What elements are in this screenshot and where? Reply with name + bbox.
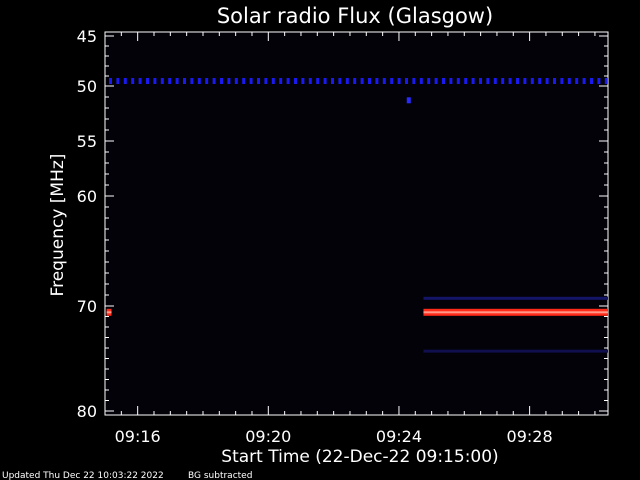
band-dot xyxy=(168,78,172,84)
band-dot xyxy=(493,78,497,84)
band-dot xyxy=(153,78,157,84)
band-dot xyxy=(360,78,364,84)
band-dot xyxy=(382,78,386,84)
band-dot xyxy=(160,78,164,84)
y-axis-label: Frequency [MHz] xyxy=(48,154,68,297)
band-dot xyxy=(434,78,438,84)
plot-area xyxy=(104,31,609,416)
band-dot xyxy=(479,78,482,84)
x-tick-label: 09:20 xyxy=(245,427,291,446)
band-dot xyxy=(183,78,186,84)
band-dot xyxy=(597,78,601,84)
x-tick-label: 09:24 xyxy=(376,427,422,446)
band-dot xyxy=(146,78,149,84)
band-dot xyxy=(553,78,556,84)
x-axis: 09:16 09:20 09:24 09:28 xyxy=(104,32,596,446)
band-dot xyxy=(486,78,490,84)
band-dot xyxy=(419,78,423,84)
band-dot xyxy=(582,78,586,84)
band-dot xyxy=(516,78,519,84)
y-tick-label: 45 xyxy=(77,27,97,46)
band-dot xyxy=(456,78,460,84)
band-dot xyxy=(308,78,312,84)
band-dot xyxy=(294,78,297,84)
band-dot xyxy=(257,78,260,84)
x-tick-label: 09:16 xyxy=(115,427,161,446)
band-dot xyxy=(412,78,416,84)
band-dot xyxy=(345,78,349,84)
band-dot xyxy=(390,78,394,84)
y-tick-label: 55 xyxy=(77,132,97,151)
y-tick-label: 50 xyxy=(77,77,97,96)
y-tick-label: 60 xyxy=(77,187,97,206)
band-dot xyxy=(323,78,327,84)
band-dot xyxy=(220,78,223,84)
band-dot xyxy=(205,78,209,84)
band-dot xyxy=(190,78,194,84)
faint-band xyxy=(423,296,608,300)
band-dot xyxy=(545,78,549,84)
band-dot xyxy=(405,78,408,84)
band-dot xyxy=(331,78,334,84)
band-dot xyxy=(442,78,445,84)
band-dot xyxy=(538,78,542,84)
band-dot xyxy=(249,78,253,84)
band-dot xyxy=(271,78,275,84)
band-dot xyxy=(464,78,468,84)
y-axis: 45 50 55 60 70 80 xyxy=(77,27,608,421)
band-dot xyxy=(286,78,290,84)
band-dot xyxy=(604,78,608,84)
band-dot xyxy=(397,78,401,84)
band-dot xyxy=(116,78,120,84)
band-dot xyxy=(338,78,342,84)
band-dot xyxy=(197,78,201,84)
band-dot xyxy=(109,78,112,84)
y-tick-label: 70 xyxy=(77,297,97,316)
band-dot xyxy=(368,78,371,84)
band-dot xyxy=(575,78,579,84)
band-dot xyxy=(530,78,534,84)
band-dot xyxy=(353,78,357,84)
band-dot xyxy=(279,78,283,84)
band-dot xyxy=(508,78,512,84)
band-dot xyxy=(375,78,379,84)
x-tick-label: 09:28 xyxy=(507,427,553,446)
emission-band-core xyxy=(423,311,608,314)
band-dot xyxy=(175,78,179,84)
x-axis-label: Start Time (22-Dec-22 09:15:00) xyxy=(221,447,498,467)
faint-band xyxy=(423,349,608,353)
band-dot xyxy=(523,78,527,84)
band-dot xyxy=(590,78,593,84)
band-dot xyxy=(234,78,238,84)
band-dot xyxy=(264,78,268,84)
band-dot xyxy=(131,78,135,84)
band-dot xyxy=(138,78,142,84)
emission-spot xyxy=(406,97,411,104)
band-dotted-0 xyxy=(109,78,608,84)
band-dot xyxy=(227,78,231,84)
band-dot xyxy=(301,78,305,84)
footer-bg-note: BG subtracted xyxy=(188,471,252,480)
y-tick-label: 80 xyxy=(77,402,97,421)
spectrum-features xyxy=(106,78,608,353)
band-dot xyxy=(471,78,475,84)
band-dot xyxy=(501,78,505,84)
band-dot xyxy=(427,78,431,84)
band-dot xyxy=(567,78,571,84)
band-dot xyxy=(242,78,246,84)
band-dot xyxy=(123,78,127,84)
band-dot xyxy=(560,78,564,84)
band-dot xyxy=(316,78,320,84)
band-dot xyxy=(449,78,453,84)
emission-band-core xyxy=(106,311,112,314)
chart-title: Solar radio Flux (Glasgow) xyxy=(217,4,493,28)
footer-updated: Updated Thu Dec 22 10:03:22 2022 xyxy=(2,471,164,480)
band-dot xyxy=(212,78,216,84)
